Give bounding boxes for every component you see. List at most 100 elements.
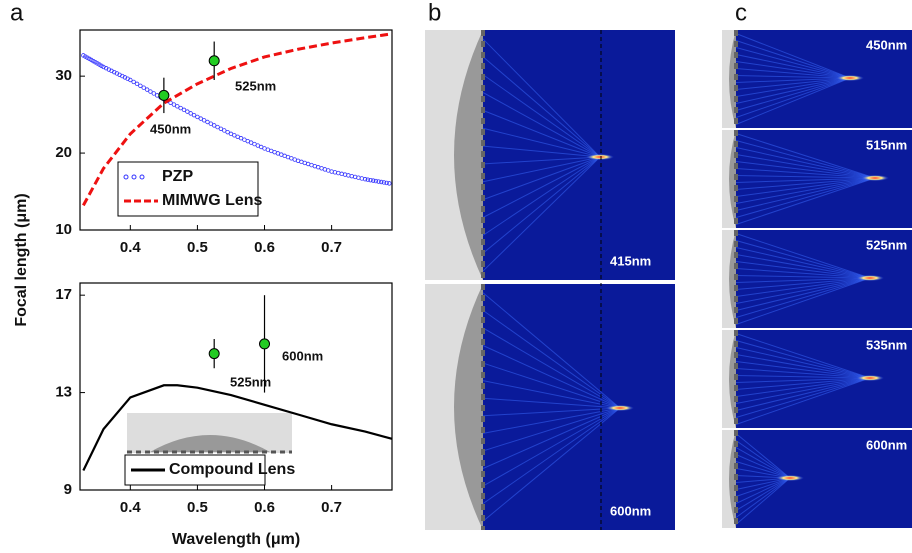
legend-marker bbox=[131, 174, 137, 180]
y-axis-label: Focal length (μm) bbox=[13, 193, 30, 326]
x-tick-label: 0.6 bbox=[254, 239, 275, 256]
field-streak bbox=[735, 377, 871, 404]
marker-ring bbox=[141, 85, 146, 90]
inset-lens bbox=[150, 435, 270, 452]
field-streak bbox=[482, 397, 621, 409]
marker-ring bbox=[208, 121, 214, 126]
wavelength-label: 515nm bbox=[866, 137, 907, 152]
field-streak bbox=[735, 233, 871, 279]
field-streak bbox=[735, 247, 871, 279]
field-streak bbox=[735, 277, 871, 304]
series-line bbox=[82, 384, 393, 471]
field-streak bbox=[735, 177, 876, 211]
field-streak bbox=[482, 156, 601, 272]
marker-ring bbox=[218, 126, 224, 131]
wavelength-label: 600nm bbox=[866, 437, 907, 452]
marker-ring bbox=[201, 118, 207, 123]
x-tick-label: 0.7 bbox=[321, 499, 342, 516]
marker-ring bbox=[222, 128, 227, 133]
field-streak bbox=[482, 156, 601, 218]
y-tick-label: 10 bbox=[55, 221, 72, 238]
marker-ring bbox=[178, 105, 183, 111]
legend-label: MIMWG Lens bbox=[162, 192, 263, 209]
field-streak bbox=[482, 407, 621, 434]
field-streak bbox=[735, 377, 871, 411]
marker-ring bbox=[128, 77, 133, 83]
field-streak bbox=[482, 145, 601, 158]
field-streak bbox=[482, 292, 621, 409]
marker-ring bbox=[368, 177, 373, 183]
marker-ring bbox=[191, 112, 197, 118]
wavelength-label: 450nm bbox=[866, 37, 907, 52]
panel-label: c bbox=[735, 0, 747, 26]
x-tick-label: 0.5 bbox=[187, 499, 208, 516]
marker-ring bbox=[148, 89, 153, 94]
field-streak bbox=[482, 38, 601, 158]
series-line bbox=[82, 32, 393, 207]
field-streak bbox=[482, 156, 601, 254]
marker-ring bbox=[144, 87, 150, 92]
focus bbox=[776, 475, 804, 481]
data-point bbox=[208, 55, 220, 67]
field-streak bbox=[735, 377, 871, 425]
field-streak bbox=[735, 354, 871, 379]
field-streak bbox=[735, 375, 871, 379]
field-streak bbox=[735, 240, 871, 279]
marker-ring bbox=[371, 178, 376, 183]
wavelength-label: 600nm bbox=[610, 503, 651, 518]
marker-ring bbox=[365, 177, 371, 182]
field-streak bbox=[735, 177, 876, 183]
field-streak bbox=[735, 77, 851, 111]
field-streak bbox=[482, 92, 601, 158]
marker-ring bbox=[171, 102, 177, 107]
legend bbox=[117, 161, 259, 217]
marker-ring bbox=[384, 180, 389, 186]
field-streak bbox=[735, 454, 791, 479]
panel-label: a bbox=[10, 0, 24, 26]
marker-ring bbox=[151, 91, 157, 96]
field-streak bbox=[735, 77, 851, 90]
field-streak bbox=[735, 377, 871, 383]
marker-ring bbox=[387, 181, 392, 186]
wavelength-label: 535nm bbox=[866, 337, 907, 352]
field-streak bbox=[482, 407, 621, 469]
y-tick-label: 13 bbox=[55, 384, 72, 401]
wavelength-label: 525nm bbox=[866, 237, 907, 252]
field-streak bbox=[482, 327, 621, 409]
focus bbox=[586, 154, 614, 160]
field-streak bbox=[482, 127, 601, 158]
x-tick-label: 0.4 bbox=[120, 499, 142, 516]
field-streak bbox=[482, 407, 621, 505]
field-streak bbox=[482, 362, 621, 409]
field-streak bbox=[735, 140, 876, 179]
field-streak bbox=[735, 377, 871, 390]
marker-ring bbox=[134, 81, 140, 87]
focus bbox=[856, 275, 884, 281]
data-point bbox=[158, 89, 170, 101]
field-map bbox=[722, 430, 912, 528]
field-streak bbox=[735, 77, 851, 83]
field-streak bbox=[735, 161, 876, 179]
marker-ring bbox=[381, 180, 387, 185]
field-streak bbox=[735, 477, 791, 504]
marker-ring bbox=[376, 179, 381, 184]
field-streak bbox=[735, 275, 871, 279]
field-streak bbox=[482, 109, 601, 158]
x-tick-label: 0.4 bbox=[120, 239, 142, 256]
field-streak bbox=[482, 380, 621, 409]
field-streak bbox=[735, 268, 871, 279]
field-streak bbox=[735, 440, 791, 479]
marker-ring bbox=[188, 111, 193, 116]
marker-ring bbox=[373, 178, 379, 184]
marker-ring bbox=[131, 79, 136, 85]
field-streak bbox=[482, 156, 601, 183]
data-point bbox=[208, 348, 220, 360]
field-streak bbox=[735, 33, 851, 79]
marker-ring bbox=[185, 109, 190, 114]
field-streak bbox=[735, 47, 851, 79]
field-streak bbox=[735, 277, 871, 311]
focus bbox=[861, 175, 889, 181]
field-streak bbox=[735, 77, 851, 97]
wavelength-label: 415nm bbox=[610, 253, 651, 268]
field-streak bbox=[482, 407, 621, 487]
